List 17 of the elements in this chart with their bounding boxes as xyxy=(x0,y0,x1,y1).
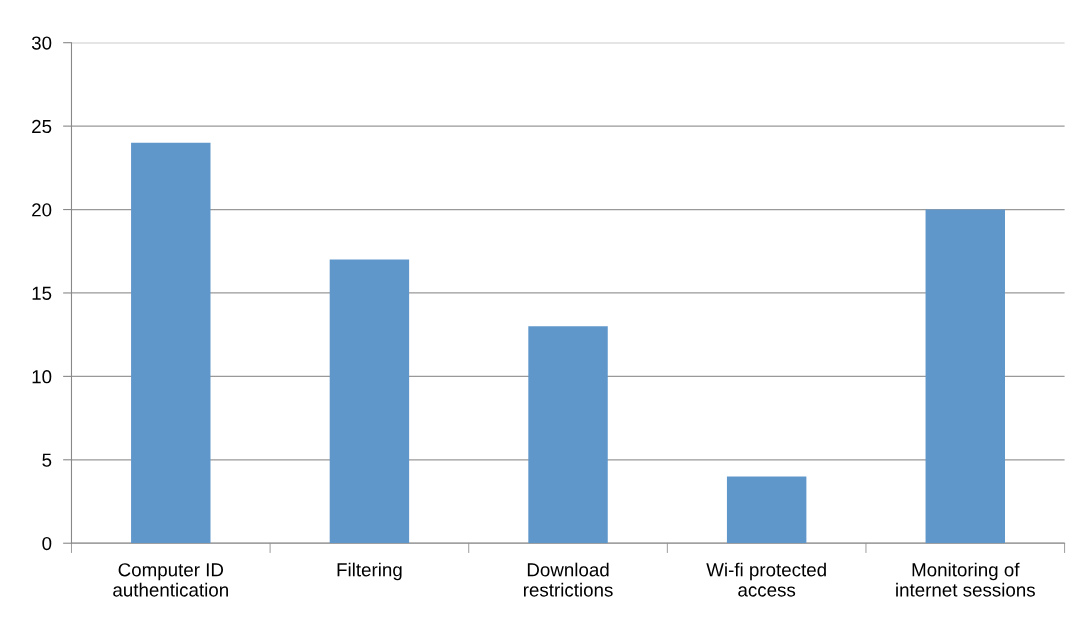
y-tick-label: 20 xyxy=(32,203,52,217)
bar xyxy=(131,142,211,544)
y-tick-label: 5 xyxy=(42,453,52,467)
y-tick-label: 25 xyxy=(32,119,52,134)
bar xyxy=(726,476,807,544)
x-tick-label: Monitoring of internet sessions xyxy=(896,562,1035,597)
y-tick-label: 10 xyxy=(32,370,52,384)
bar xyxy=(329,259,410,544)
bar xyxy=(528,326,608,544)
x-tick-label: Download restrictions xyxy=(523,562,613,597)
y-tick-label: 30 xyxy=(31,36,52,50)
y-tick-label: 0 xyxy=(42,536,52,551)
y-tick-label: 15 xyxy=(32,286,52,300)
x-tick-label: Filtering xyxy=(337,562,402,581)
bar xyxy=(925,209,1005,544)
x-tick-label: Computer ID authentication xyxy=(113,563,228,597)
x-tick-label: Wi-fi protected access xyxy=(706,562,826,597)
